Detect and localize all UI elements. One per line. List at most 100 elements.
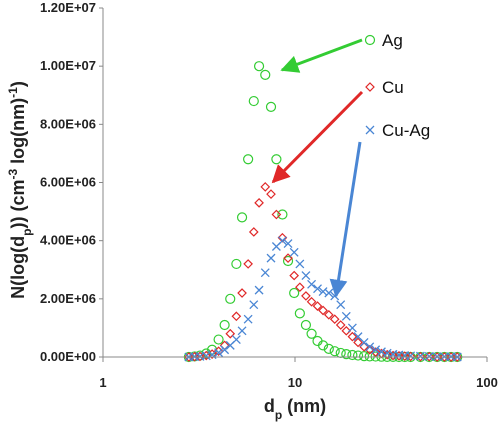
point <box>253 61 265 72</box>
point <box>329 314 340 325</box>
point <box>225 328 236 339</box>
point <box>341 348 352 360</box>
point <box>347 323 357 333</box>
point <box>283 239 293 249</box>
legend-marker <box>365 82 375 92</box>
x-tick-label: 1 <box>99 375 106 390</box>
y-tick-label: 1.00E+07 <box>40 58 96 73</box>
point <box>376 347 386 357</box>
point <box>289 247 299 257</box>
point <box>266 189 276 199</box>
point <box>265 101 277 112</box>
point <box>432 352 442 362</box>
y-axis-label-part: ) <box>8 81 28 87</box>
point <box>248 227 259 237</box>
point <box>313 284 322 294</box>
point <box>294 308 305 319</box>
y-axis-label-part: log(nm) <box>8 98 28 169</box>
y-axis-label-part: -1 <box>6 87 20 98</box>
point <box>415 351 425 361</box>
point <box>266 253 276 263</box>
point <box>323 309 334 320</box>
point <box>277 209 288 220</box>
point <box>424 351 435 362</box>
point <box>341 325 352 336</box>
y-axis-label: N(log(dp)) (cm-3 log(nm)-1) <box>6 81 34 299</box>
point <box>289 270 300 281</box>
x-axis-label-part: d <box>264 396 275 416</box>
legend-label: Cu <box>382 78 404 97</box>
point <box>283 253 293 263</box>
y-tick-label: 1.20E+07 <box>40 0 96 15</box>
y-axis-label-part: -3 <box>6 169 20 180</box>
point <box>306 328 317 339</box>
point <box>405 351 416 362</box>
point <box>329 346 340 357</box>
point <box>439 352 450 362</box>
x-axis-label-part: (nm) <box>282 396 326 416</box>
point <box>317 340 329 351</box>
point <box>220 345 230 355</box>
point <box>214 348 224 358</box>
point <box>306 296 317 307</box>
point <box>271 209 282 220</box>
x-axis-label: dp (nm) <box>264 396 326 422</box>
y-tick-label: 2.00E+06 <box>40 291 96 306</box>
y-tick-label: 0.00E+00 <box>40 349 96 364</box>
arrow <box>329 141 362 298</box>
point <box>231 311 242 322</box>
point <box>388 350 398 361</box>
point <box>260 268 270 278</box>
point <box>353 337 363 348</box>
point <box>307 279 317 289</box>
point <box>347 349 358 361</box>
point <box>301 271 311 281</box>
point <box>406 351 416 361</box>
x-tick-label: 10 <box>288 375 302 390</box>
point <box>365 342 375 352</box>
point <box>371 345 381 355</box>
arrow <box>271 90 364 184</box>
point <box>452 352 463 362</box>
point <box>415 351 426 362</box>
legend-label: Ag <box>382 31 403 50</box>
y-tick-label: 8.00E+06 <box>40 116 96 131</box>
point <box>282 255 294 267</box>
point <box>336 300 346 310</box>
point <box>271 154 282 165</box>
legend-marker <box>364 34 376 46</box>
point <box>382 349 393 360</box>
point <box>424 351 434 361</box>
point <box>237 288 247 298</box>
point <box>289 287 300 299</box>
x-tick-label: 100 <box>476 375 498 390</box>
point <box>231 258 242 270</box>
point <box>301 291 311 301</box>
y-axis-label-part: p <box>20 229 34 236</box>
point <box>254 285 264 295</box>
y-tick-label: 4.00E+06 <box>40 233 96 248</box>
point <box>335 320 346 330</box>
point <box>260 182 271 192</box>
point <box>359 337 369 347</box>
point <box>295 259 305 269</box>
y-axis-label-part: N(log(d <box>8 236 28 299</box>
legend-marker <box>365 125 375 135</box>
point <box>213 334 224 345</box>
y-tick-label: 6.00E+06 <box>40 175 96 190</box>
point <box>295 282 305 293</box>
point <box>237 326 247 336</box>
point <box>312 301 323 311</box>
point <box>243 314 253 324</box>
point <box>364 344 375 355</box>
point <box>248 95 259 107</box>
point <box>364 351 375 362</box>
point <box>243 259 253 269</box>
point <box>352 350 364 361</box>
point <box>219 319 230 331</box>
legend-label: Cu-Ag <box>382 121 430 140</box>
point <box>347 331 358 342</box>
point <box>225 293 236 304</box>
point <box>318 287 328 297</box>
